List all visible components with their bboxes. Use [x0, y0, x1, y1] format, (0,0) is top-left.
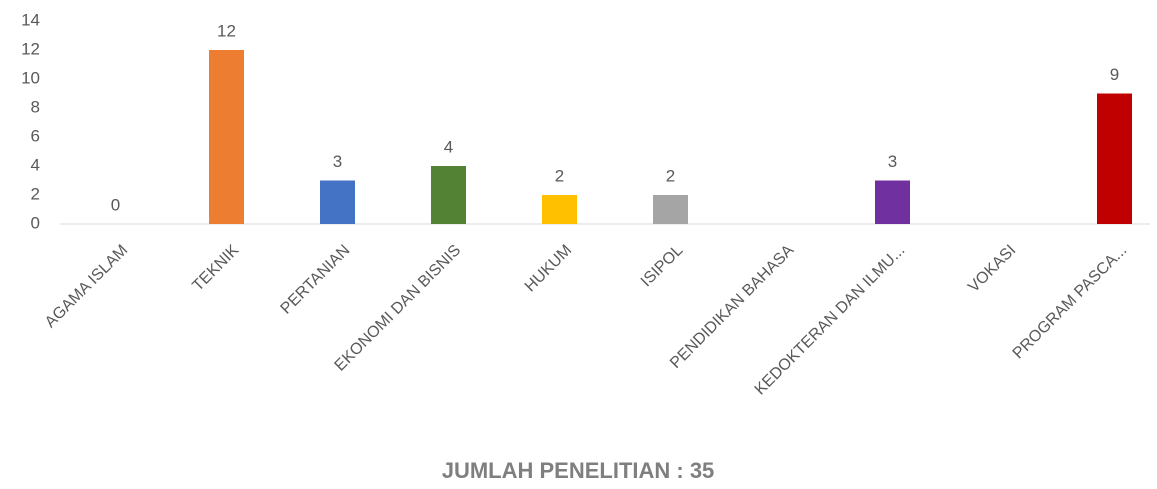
y-tick-label: 12 — [21, 39, 40, 58]
y-tick-label: 10 — [21, 68, 40, 87]
x-tick-label: PENDIDIKAN BAHASA — [667, 242, 797, 372]
data-label: 2 — [555, 166, 564, 185]
x-tick-label: VOKASI — [965, 242, 1019, 296]
chart-title: JUMLAH PENELITIAN : 35 — [442, 458, 715, 483]
data-label: 9 — [1110, 65, 1119, 84]
y-tick-label: 8 — [31, 97, 40, 116]
x-tick-label: PERTANIAN — [278, 242, 354, 318]
y-tick-label: 2 — [31, 184, 40, 203]
x-tick-label: AGAMA ISLAM — [42, 242, 131, 331]
bar — [209, 50, 244, 224]
data-label: 4 — [444, 137, 453, 156]
data-label: 0 — [111, 195, 120, 214]
data-label: 3 — [333, 152, 342, 171]
bar — [320, 180, 355, 224]
y-tick-label: 4 — [31, 155, 40, 174]
x-tick-label: PROGRAM PASCA... — [1010, 242, 1131, 363]
bar — [542, 195, 577, 224]
bar — [653, 195, 688, 224]
x-tick-label: EKONOMI DAN BISNIS — [332, 242, 465, 375]
y-tick-label: 0 — [31, 213, 40, 232]
x-tick-label: HUKUM — [522, 242, 576, 296]
bar — [431, 166, 466, 224]
y-tick-label: 6 — [31, 126, 40, 145]
bar — [1097, 93, 1132, 224]
data-label: 3 — [888, 152, 897, 171]
bar — [875, 180, 910, 224]
data-label: 12 — [217, 21, 236, 40]
x-tick-label: ISIPOL — [638, 242, 687, 291]
x-tick-label: TEKNIK — [189, 242, 242, 295]
y-tick-label: 14 — [21, 10, 40, 29]
data-label: 2 — [666, 166, 675, 185]
